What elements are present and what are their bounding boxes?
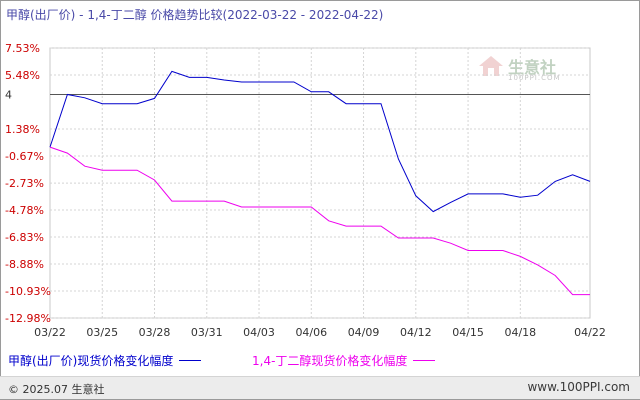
x-tick-label: 03/25 bbox=[86, 326, 118, 339]
y-tick-label: -10.93% bbox=[5, 285, 51, 298]
series-line-methanol bbox=[49, 70, 591, 213]
y-axis-ticks: 7.53% 5.48% 4 1.38% -0.67% -2.73% -4.78% -6.83%… bbox=[5, 42, 51, 325]
y-tick-label: -12.98% bbox=[5, 312, 51, 325]
legend-swatch-bdo bbox=[413, 360, 436, 361]
x-axis-ticks: 03/22 03/25 03/28 03/31 04/03 04/06 04/09 04/12… bbox=[34, 326, 606, 339]
chart-title: 甲醇(出厂价) - 1,4-丁二醇 价格趋势比较(2022-03-22 - 20… bbox=[6, 8, 384, 22]
x-tick-label: 04/09 bbox=[348, 326, 380, 339]
x-tick-label: 04/03 bbox=[243, 326, 275, 339]
series-layer bbox=[49, 70, 591, 296]
series-line-bdo bbox=[49, 146, 590, 296]
y-tick-label: -0.67% bbox=[5, 150, 44, 163]
legend-swatch-methanol bbox=[179, 360, 202, 361]
legend: 甲醇(出厂价)现货价格变化幅度 1,4-丁二醇现货价格变化幅度 bbox=[0, 350, 640, 370]
site-link[interactable]: www.100PPI.com bbox=[527, 380, 630, 394]
y-tick-label: -2.73% bbox=[5, 177, 44, 190]
y-tick-label: 1.38% bbox=[5, 123, 40, 136]
y-tick-label: 5.48% bbox=[5, 69, 40, 82]
x-tick-label: 03/22 bbox=[34, 326, 66, 339]
watermark-subtext: 100PPI.COM bbox=[508, 74, 561, 82]
x-tick-label: 04/06 bbox=[295, 326, 327, 339]
x-tick-label: 03/28 bbox=[139, 326, 171, 339]
y-tick-label: -8.88% bbox=[5, 258, 44, 271]
x-tick-label: 04/22 bbox=[574, 326, 606, 339]
house-logo-icon bbox=[479, 56, 503, 76]
legend-label-methanol: 甲醇(出厂价)现货价格变化幅度 bbox=[8, 354, 174, 368]
line-chart: 7.53% 5.48% 4 1.38% -0.67% -2.73% -4.78% -6.83%… bbox=[5, 42, 606, 339]
legend-item-methanol: 甲醇(出厂价)现货价格变化幅度 bbox=[8, 352, 202, 369]
y-tick-label: -6.83% bbox=[5, 231, 44, 244]
x-tick-label: 04/15 bbox=[452, 326, 484, 339]
legend-item-bdo: 1,4-丁二醇现货价格变化幅度 bbox=[252, 352, 436, 369]
y-tick-label: 7.53% bbox=[5, 42, 40, 55]
legend-label-bdo: 1,4-丁二醇现货价格变化幅度 bbox=[252, 354, 408, 368]
chart-grid bbox=[49, 47, 591, 319]
y-tick-label: -4.78% bbox=[5, 204, 44, 217]
x-tick-label: 04/12 bbox=[400, 326, 432, 339]
footer-bar: © 2025.07 生意社 www.100PPI.com bbox=[0, 376, 640, 399]
x-tick-label: 03/31 bbox=[191, 326, 223, 339]
x-tick-label: 04/18 bbox=[504, 326, 536, 339]
y-tick-label: 4 bbox=[5, 88, 12, 101]
copyright-text: © 2025.07 生意社 bbox=[8, 383, 105, 396]
